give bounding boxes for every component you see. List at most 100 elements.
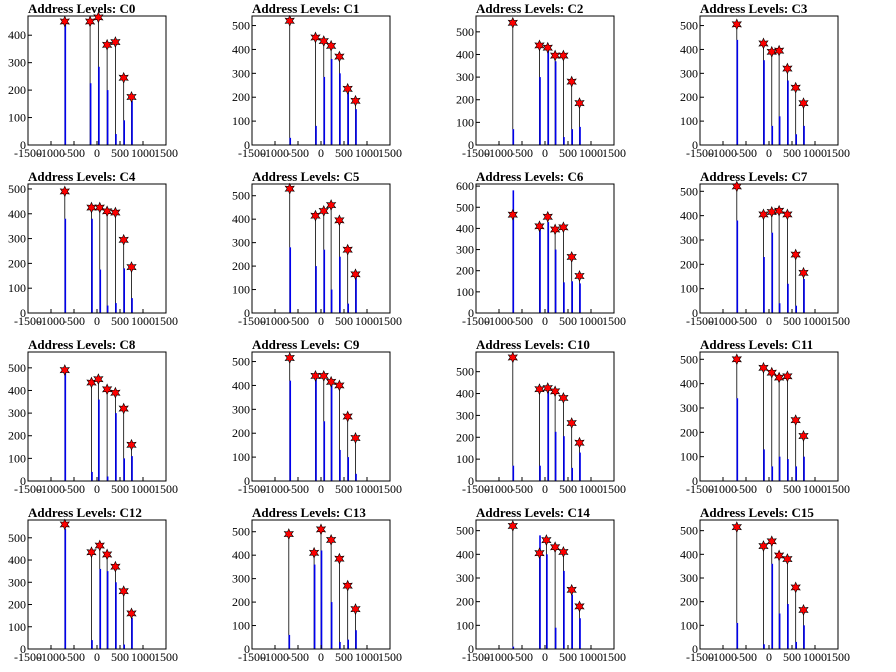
histogram-bin	[736, 220, 739, 313]
y-tick-label: 400	[456, 47, 474, 61]
histogram-bin	[131, 298, 133, 313]
histogram-bin	[91, 471, 93, 481]
plot-frame	[27, 519, 167, 650]
y-tick-label: 0	[692, 474, 698, 488]
histogram-bin	[339, 641, 341, 649]
chart-title: Address Levels: C8	[28, 337, 136, 352]
peak-marker	[334, 214, 345, 227]
peak-marker	[59, 15, 70, 28]
histogram-bin	[771, 125, 774, 145]
y-tick-label: 0	[244, 138, 250, 152]
chart-title: Address Levels: C2	[476, 1, 583, 16]
x-tick-label: 0	[94, 482, 100, 496]
histogram-chart: Address Levels: C10-1500-1000-500 0 500 100…	[456, 337, 626, 496]
y-tick-label: 0	[468, 474, 474, 488]
peak-marker	[766, 366, 777, 379]
y-tick-label: 300	[8, 56, 26, 70]
peak-marker	[325, 199, 337, 212]
histogram-bin	[795, 641, 798, 649]
histogram-chart: Address Levels: C14-1500-1000-500 0 500 100…	[456, 505, 626, 664]
peak-marker	[758, 361, 769, 374]
histogram-bin	[539, 465, 541, 481]
histogram-panel-8: Address Levels: C8 -1500 -1000 -500 0 500 1000…	[0, 336, 224, 504]
peak-marker	[549, 49, 561, 62]
plot-frame	[699, 183, 839, 314]
peak-marker	[126, 607, 137, 620]
y-tick-label: 100	[680, 450, 698, 464]
histogram-bin	[323, 249, 326, 313]
histogram-bin	[512, 190, 515, 313]
y-tick-label: 200	[8, 598, 26, 612]
peak-marker	[758, 208, 769, 221]
chart-title: Address Levels: C15	[700, 505, 814, 520]
histogram-bin	[787, 604, 789, 649]
x-tick-label: 1000	[803, 146, 827, 160]
histogram-chart: Address Levels: C4-1500-1000-500 0 500 1000…	[8, 169, 178, 328]
x-tick-label: 1000	[355, 650, 379, 664]
peak-marker	[84, 15, 96, 28]
histogram-panel-7: Address Levels: C7 -1500 -1000 -500 0 500 1000…	[672, 168, 896, 336]
histogram-bin	[89, 83, 92, 145]
peak-marker	[284, 352, 295, 364]
x-tick-label: 0	[766, 650, 772, 664]
x-tick-label: 0	[542, 146, 548, 160]
x-tick-label: -500	[63, 314, 85, 328]
histogram-bin	[539, 535, 541, 649]
x-tick-label: 1000	[803, 482, 827, 496]
peak-marker	[94, 539, 105, 552]
peak-marker	[94, 201, 105, 214]
plot-frame	[475, 15, 615, 146]
histogram-bin	[115, 134, 117, 145]
x-tick-label: 1000	[579, 650, 603, 664]
peak-marker	[558, 49, 569, 62]
peak-marker	[574, 600, 585, 613]
histogram-panel-5: Address Levels: C5 -1500 -1000 -500 0 500 1000…	[224, 168, 448, 336]
peak-marker	[549, 223, 561, 236]
y-tick-label: 200	[456, 93, 474, 107]
x-tick-label: 500	[111, 146, 129, 160]
x-tick-label: -1000	[709, 146, 737, 160]
x-tick-label: -1500	[14, 482, 42, 496]
peak-marker	[782, 553, 793, 566]
x-tick-label: 1500	[378, 482, 402, 496]
peak-marker	[284, 182, 295, 195]
x-tick-label: 1000	[355, 482, 379, 496]
y-tick-label: 200	[456, 430, 474, 444]
histogram-bin	[803, 456, 805, 481]
peak-marker	[790, 81, 801, 94]
histogram-bin	[131, 101, 133, 145]
histogram-bin	[123, 268, 126, 313]
histogram-bin	[64, 367, 67, 481]
peak-marker	[542, 382, 553, 395]
peak-marker	[574, 436, 585, 449]
y-tick-label: 500	[456, 200, 474, 214]
y-tick-label: 400	[8, 28, 26, 42]
y-tick-label: 300	[8, 406, 26, 420]
histogram-bin	[106, 90, 109, 145]
peak-marker	[310, 209, 321, 222]
peak-marker	[773, 371, 785, 384]
histogram-chart: Address Levels: C3-1500-1000-500 0 500 1000…	[680, 1, 850, 160]
x-tick-label: -500	[511, 650, 533, 664]
y-tick-label: 200	[8, 83, 26, 97]
peak-marker	[86, 201, 97, 214]
y-tick-label: 200	[8, 429, 26, 443]
histogram-bin	[512, 129, 515, 145]
peak-marker	[342, 579, 353, 592]
histogram-bin	[347, 457, 350, 481]
histogram-bin	[106, 571, 109, 649]
x-tick-label: 0	[766, 482, 772, 496]
peak-marker	[566, 417, 577, 430]
peak-marker	[325, 375, 337, 388]
x-tick-label: -1500	[462, 146, 490, 160]
peak-marker	[731, 521, 742, 534]
y-tick-label: 0	[692, 642, 698, 656]
histogram-bin	[579, 126, 581, 145]
plot-frame	[251, 351, 391, 482]
plot-frame	[27, 183, 167, 314]
histogram-bin	[778, 116, 781, 145]
histogram-chart: Address Levels: C5-1500-1000-500 0 500 1000…	[232, 169, 402, 328]
y-tick-label: 400	[456, 221, 474, 235]
x-tick-label: -500	[511, 482, 533, 496]
y-tick-label: 300	[680, 233, 698, 247]
